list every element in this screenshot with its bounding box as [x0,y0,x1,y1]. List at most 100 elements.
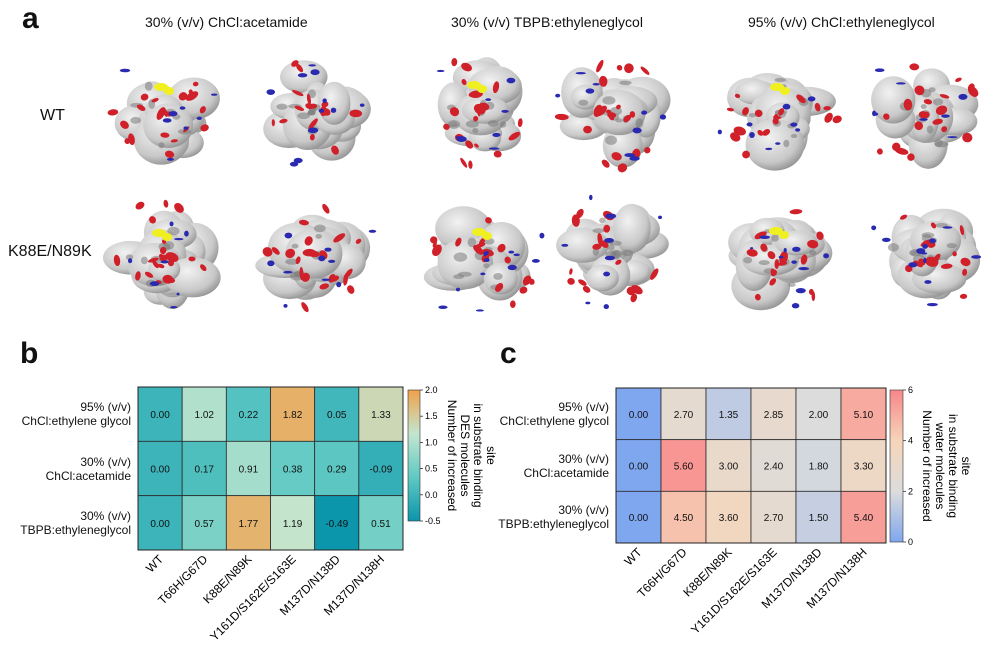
row-label-b-2: 30% (v/v) ChCl:acetamide [0,455,131,483]
heatmap-cell-r3-c5 [314,495,360,551]
heatmap-cell-r2-c4 [270,440,316,497]
heatmap-b-des: 0.00 1.02 0.22 1.82 0.05 1.33 0.00 0.17 0.91 0.38… [137,385,498,644]
row-label-line-2: ChCl:acetamide [523,465,609,480]
heatmap-cell-r2-c2 [660,439,707,492]
cell-value-r2-c6: -0.09 [370,465,393,476]
colorbar-label-line-2: water molecules [933,422,947,510]
cell-value-r1-c1: 0.00 [629,410,649,421]
protein-structure-1 [107,68,220,165]
cell-value-r2-c3: 0.91 [239,465,259,476]
protein-structure-3 [436,57,523,169]
colorbar-tick-label-1: 0 [908,537,913,547]
heatmap-cell-r1-c3 [705,387,752,441]
x-tick-label-4: Y161D/S162E/S163E [688,545,780,637]
column-title-chcl-ethyleneglycol: 95% (v/v) ChCl:ethyleneglycol [748,14,935,30]
colorbar-tick-label-4: 1.0 [425,437,438,447]
cell-value-r2-c1: 0.00 [150,465,170,476]
cell-value-r1-c6: 5.10 [854,410,874,421]
protein-structure-7 [102,199,221,309]
cell-value-r3-c6: 0.51 [371,519,391,530]
colorbar-label-line-4: site [484,446,498,465]
panel-a-letter: a [22,2,39,35]
heatmap-cell-r2-c3 [705,439,752,492]
cell-value-r3-c2: 0.57 [195,519,215,530]
panel-c-letter: c [500,337,517,370]
cell-value-r1-c6: 1.33 [371,410,391,421]
cell-value-r2-c4: 0.38 [283,465,303,476]
cell-value-r3-c3: 1.77 [239,519,259,530]
cell-value-r2-c5: 1.80 [809,462,829,473]
cell-value-r3-c6: 5.40 [854,513,874,524]
cell-value-r3-c5: 1.50 [809,513,829,524]
protein-structure-8 [255,203,377,313]
protein-structure-5 [717,72,842,171]
row-label-line-1: 30% (v/v) [80,508,131,523]
cell-value-r3-c5: -0.49 [325,519,348,530]
colorbar-tick-label-3: 4 [908,436,913,446]
colorbar [889,389,904,543]
heatmap-cell-r3-c3 [705,490,752,544]
cell-value-r3-c1: 0.00 [150,519,170,530]
row-label-b-3: 30% (v/v) TBPB:ethyleneglycol [0,509,131,537]
heatmap-cell-r3-c4 [270,495,316,551]
colorbar-label-line-1: Number of increased [920,410,934,521]
heatmap-cell-r2-c1 [137,440,183,497]
cell-value-r2-c1: 0.00 [629,462,649,473]
row-label-line-2: TBPB:ethyleneglycol [20,522,131,537]
column-title-tbpb-ethyleneglycol: 30% (v/v) TBPB:ethyleneglycol [451,14,643,30]
row-label-line-2: ChCl:acetamide [45,468,131,483]
cell-value-r1-c1: 0.00 [150,410,170,421]
row-label-c-1: 95% (v/v) ChCl:ethylene glycol [371,400,609,428]
heatmap-frame [137,386,404,551]
row-label-wt: WT [40,107,65,124]
cell-value-r1-c4: 2.85 [764,410,784,421]
heatmap-cell-r1-c3 [225,386,271,442]
row-label-line-2: TBPB:ethyleneglycol [498,517,609,532]
cell-value-r2-c6: 3.30 [854,462,874,473]
cell-value-r2-c2: 5.60 [674,462,694,473]
row-label-line-1: 95% (v/v) [80,400,131,415]
cell-value-r3-c1: 0.00 [629,513,649,524]
x-tick-label-4: Y161D/S162E/S163E [207,552,299,644]
heatmap-cell-r3-c4 [750,490,797,544]
heatmap-cell-r3-c1 [615,490,662,544]
cell-value-r2-c5: 0.29 [327,465,347,476]
row-label-line-1: 30% (v/v) [558,451,609,466]
colorbar-label-line-3: in substrate binding [471,403,485,507]
colorbar-tick-label-1: -0.5 [425,516,441,526]
column-title-chcl-acetamide: 30% (v/v) ChCl:acetamide [145,14,308,30]
heatmap-cell-r3-c6 [840,490,887,544]
heatmap-cell-r2-c3 [225,440,271,497]
cell-value-r2-c3: 3.00 [719,462,739,473]
cell-value-r3-c4: 1.19 [283,519,303,530]
colorbar-label-line-3: in substrate binding [946,414,960,518]
cell-value-r3-c2: 4.50 [674,513,694,524]
heatmap-cell-r2-c6 [358,440,404,497]
x-tick-label-1: WT [622,545,646,569]
row-label-line-1: 30% (v/v) [80,454,131,469]
cell-value-r3-c4: 2.70 [764,513,784,524]
x-tick-label-1: WT [143,552,167,576]
cell-value-r1-c3: 1.35 [719,410,739,421]
heatmap-cell-r1-c4 [270,386,316,442]
protein-structure-6 [871,63,979,169]
row-label-line-1: 95% (v/v) [558,399,609,414]
heatmap-cell-r2-c6 [840,439,887,492]
cell-value-r1-c4: 1.82 [283,410,303,421]
heatmap-cell-r2-c5 [314,440,360,497]
row-label-b-1: 95% (v/v) ChCl:ethylene glycol [0,400,131,428]
colorbar-tick-label-5: 1.5 [425,411,438,421]
heatmap-cell-r1-c5 [795,387,842,441]
heatmap-c-water: 0.00 2.70 1.35 2.85 2.00 5.10 0.00 5.60 3.00 2.40… [615,385,973,637]
row-label-line-2: ChCl:ethylene glycol [21,414,131,429]
protein-structure-10 [556,194,669,310]
cell-value-r1-c3: 0.22 [239,410,259,421]
heatmap-cell-r2-c1 [615,439,662,492]
colorbar-tick-label-6: 2.0 [425,385,438,395]
colorbar-tick-label-4: 6 [908,385,913,395]
heatmap-cell-r3-c2 [181,495,227,551]
heatmap-cell-r3-c3 [225,495,271,551]
row-label-line-1: 30% (v/v) [558,503,609,518]
protein-structures-figure [102,57,982,313]
panel-b-letter: b [20,337,39,370]
